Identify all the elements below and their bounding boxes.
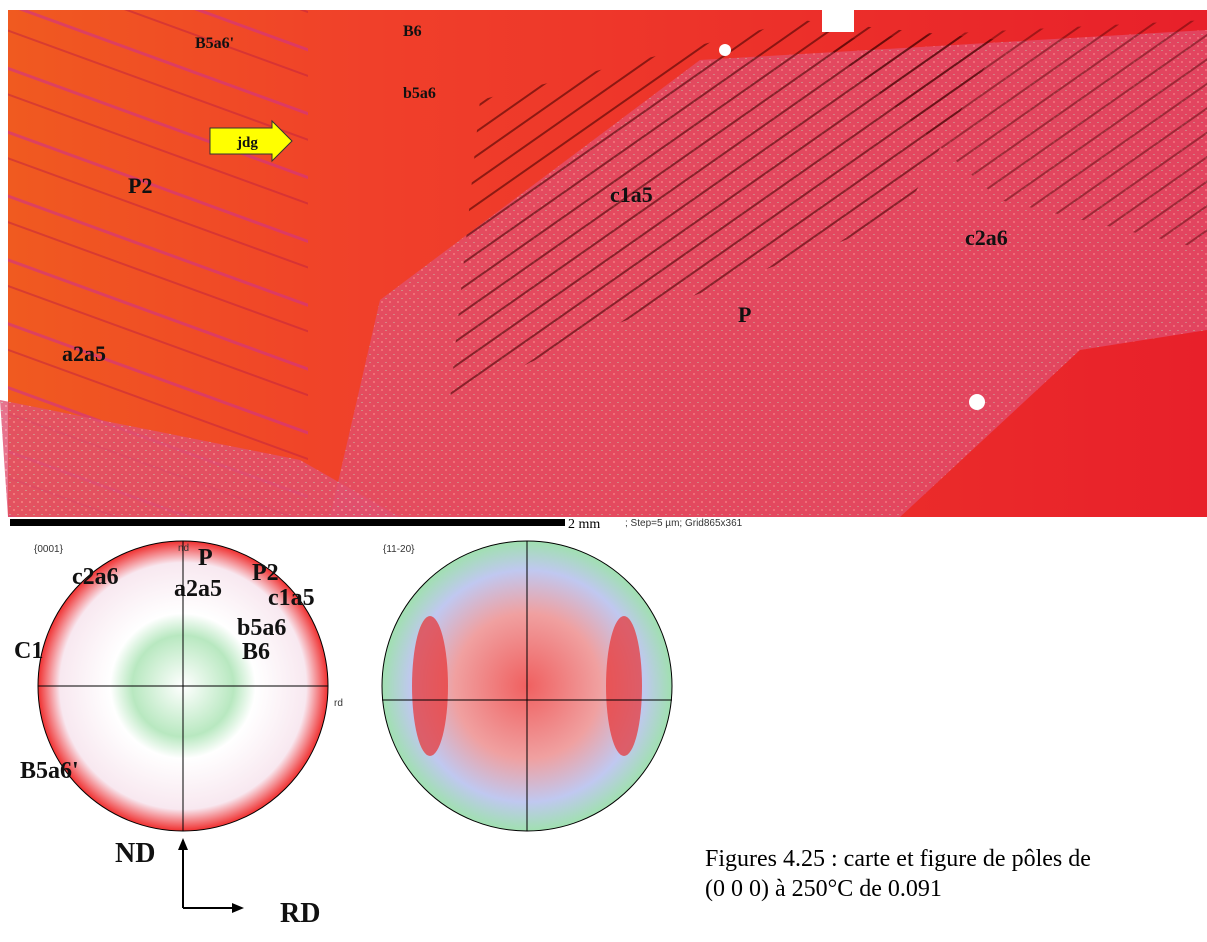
void bbox=[969, 394, 985, 410]
map-label: c1a5 bbox=[610, 182, 653, 207]
pole-label: c1a5 bbox=[268, 585, 315, 611]
pole-label: C1 bbox=[14, 638, 43, 664]
nd-label: nd bbox=[178, 543, 189, 554]
arrowhead bbox=[232, 903, 244, 913]
arrow-label: jdg bbox=[236, 135, 258, 151]
map-label: a2a5 bbox=[62, 341, 106, 366]
pole-label: b5a6 bbox=[237, 615, 286, 641]
pole-label: a2a5 bbox=[174, 576, 222, 602]
sample-axes: ND RD bbox=[115, 838, 320, 929]
map-label: c2a6 bbox=[965, 225, 1008, 250]
map-label: P bbox=[738, 302, 751, 327]
nd-axis-label: ND bbox=[115, 838, 155, 869]
arrowhead bbox=[178, 838, 188, 850]
pole-label: B6 bbox=[242, 639, 270, 665]
grain-zone bbox=[0, 400, 400, 517]
caption-line: (0 0 0) à 250°C de 0.091 bbox=[705, 876, 942, 902]
pole-cluster bbox=[412, 616, 448, 756]
pole-cluster bbox=[606, 616, 642, 756]
map-label: b5a6 bbox=[403, 85, 436, 102]
pole-figure-11-20: {11-20} bbox=[381, 540, 673, 832]
scale-text: 2 mm bbox=[568, 517, 600, 532]
caption-line: Figures 4.25 : carte et figure de pôles … bbox=[705, 846, 1091, 872]
jdg-arrow bbox=[209, 119, 293, 163]
pole-label: c2a6 bbox=[72, 564, 119, 590]
void bbox=[719, 44, 731, 56]
step-text: ; Step=5 µm; Grid865x361 bbox=[625, 518, 743, 529]
scale-bar bbox=[10, 519, 565, 526]
pole-label: P2 bbox=[252, 560, 279, 586]
pole-label: B5a6' bbox=[20, 758, 79, 784]
rd-label: rd bbox=[334, 698, 343, 709]
rd-axis-label: RD bbox=[280, 898, 320, 929]
void bbox=[822, 10, 854, 32]
pole-title: {0001} bbox=[34, 544, 64, 555]
map-label: B6 bbox=[403, 23, 422, 40]
map-label: B5a6' bbox=[195, 35, 234, 52]
pole-label: P bbox=[198, 545, 213, 571]
twin-bands bbox=[820, 20, 1207, 250]
twin-bands bbox=[450, 20, 1000, 400]
pole-title: {11-20} bbox=[383, 544, 415, 555]
map-label: P2 bbox=[128, 173, 152, 198]
